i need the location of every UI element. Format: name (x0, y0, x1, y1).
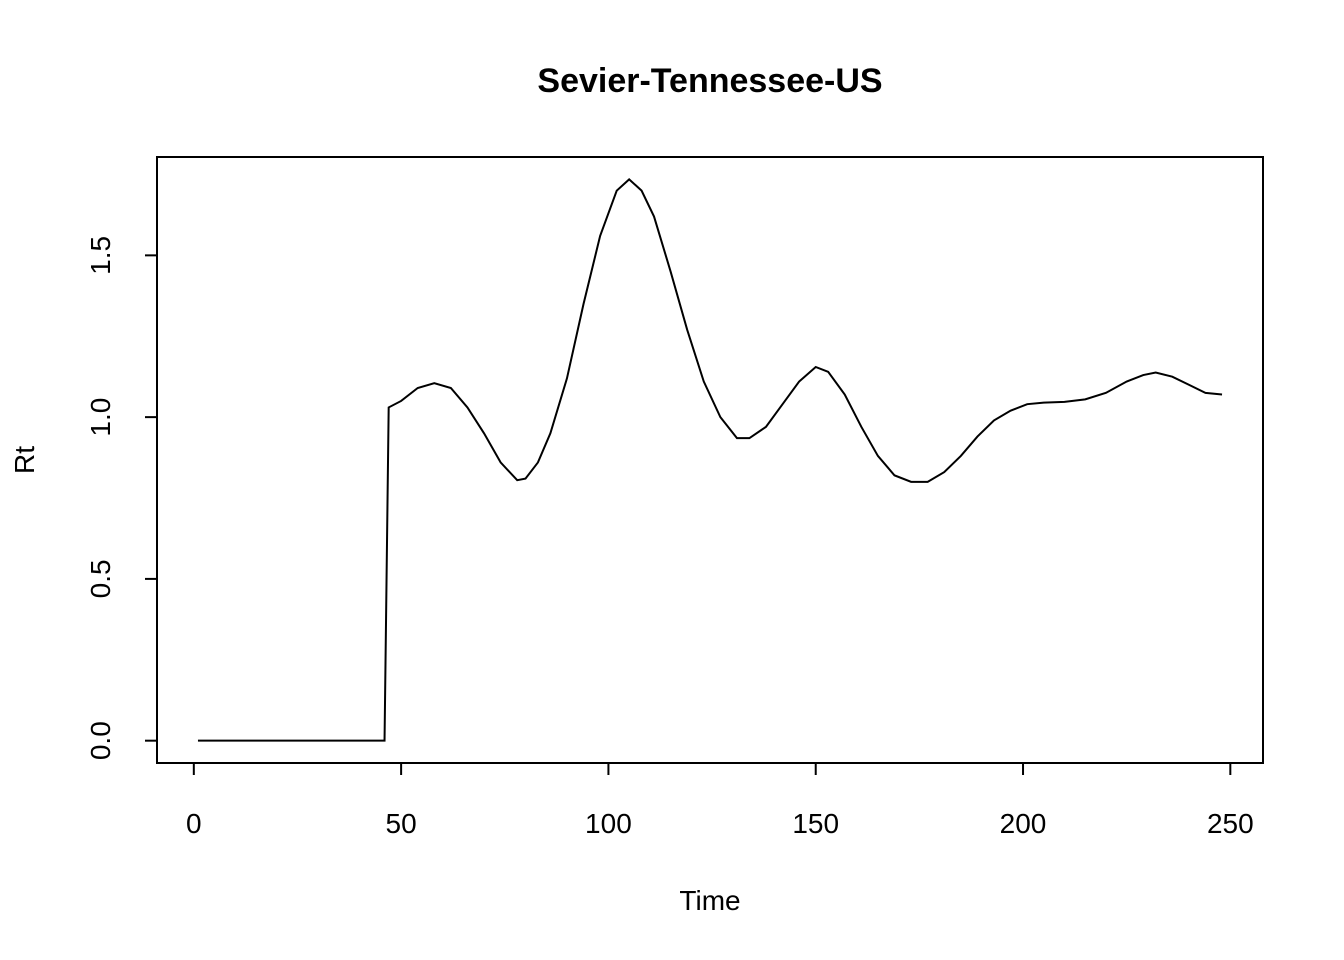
y-tick-label: 0.5 (85, 559, 116, 598)
x-tick-label: 0 (186, 808, 202, 839)
data-line (197, 177, 1223, 742)
x-tick-label: 150 (792, 808, 839, 839)
x-tick-label: 100 (585, 808, 632, 839)
y-tick-label: 1.0 (85, 398, 116, 437)
x-tick-label: 50 (386, 808, 417, 839)
y-tick-label: 1.5 (85, 236, 116, 275)
x-tick-label: 200 (1000, 808, 1047, 839)
chart-title: Sevier-Tennessee-US (537, 62, 882, 100)
y-tick-label: 0.0 (85, 721, 116, 760)
x-tick-label: 250 (1207, 808, 1254, 839)
plot-frame (156, 156, 1264, 764)
x-axis-label: Time (679, 885, 740, 916)
y-axis-label: Rt (9, 446, 40, 474)
